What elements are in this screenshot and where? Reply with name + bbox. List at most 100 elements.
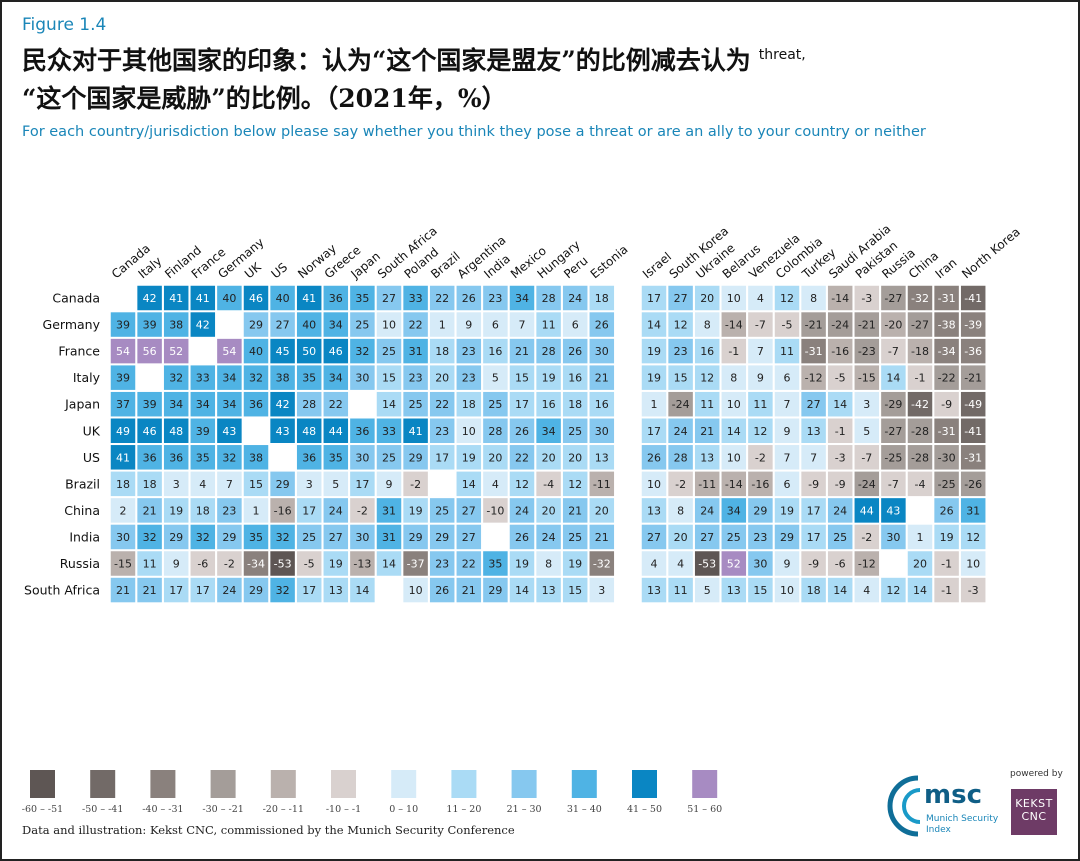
heatmap-cell: [721, 365, 747, 390]
cell-value: -3: [968, 584, 979, 597]
heatmap-cell: [323, 338, 349, 364]
cell-value: 5: [492, 372, 499, 385]
heatmap-cell: [536, 365, 561, 390]
heatmap-cell: [323, 498, 349, 523]
heatmap-cell: [694, 524, 720, 550]
cell-value: 25: [833, 531, 847, 544]
cell-value: 19: [515, 558, 529, 571]
cell-value: 31: [382, 531, 396, 544]
cell-value: 25: [435, 504, 449, 517]
cell-value: -26: [964, 478, 982, 491]
heatmap-cell: [350, 471, 375, 497]
cell-value: 24: [542, 531, 556, 544]
cell-value: 11: [700, 398, 714, 411]
cell-value: 21: [116, 584, 130, 597]
cell-value: -31: [805, 345, 823, 358]
cell-value: 32: [196, 531, 210, 544]
heatmap-cell: [589, 418, 615, 443]
heatmap-cell: [217, 285, 242, 311]
heatmap-cell: [589, 551, 615, 576]
cell-value: 27: [674, 292, 688, 305]
heatmap-cell: [376, 418, 402, 443]
cell-value: 25: [355, 319, 369, 332]
heatmap-cell: [403, 577, 428, 603]
heatmap-cell: [163, 312, 189, 337]
heatmap-cell: [589, 338, 615, 364]
heatmap-cell: [854, 365, 880, 390]
legend-label: -10 – -1: [326, 804, 361, 815]
heatmap-cell: [827, 285, 853, 311]
cell-value: 20: [542, 451, 556, 464]
cell-value: 11: [542, 319, 556, 332]
heatmap-cell: [774, 445, 800, 470]
heatmap-cell: [827, 312, 853, 337]
cell-value: 22: [435, 292, 449, 305]
cell-value: 17: [515, 398, 529, 411]
heatmap-cell: [668, 418, 693, 443]
heatmap-cell: [429, 445, 455, 470]
powered-by: powered by: [1010, 769, 1063, 779]
heatmap-cell: [907, 365, 933, 390]
cell-value: 19: [647, 372, 661, 385]
cell-value: 25: [409, 398, 423, 411]
heatmap-cell: [774, 551, 800, 576]
heatmap-cell: [429, 498, 455, 523]
heatmap-cell: [854, 498, 880, 523]
heatmap-cell: [483, 391, 508, 417]
heatmap-cell: [721, 312, 747, 337]
cell-value: 41: [116, 451, 130, 464]
cell-value: 46: [249, 292, 263, 305]
heatmap-cell: [562, 524, 588, 550]
cell-value: 42: [276, 398, 290, 411]
cell-value: 27: [647, 531, 661, 544]
heatmap-cell: [960, 524, 986, 550]
cell-value: 28: [542, 292, 556, 305]
cell-value: 41: [302, 292, 316, 305]
cell-value: 8: [730, 372, 737, 385]
heatmap-cell: [721, 445, 747, 470]
cell-value: 7: [226, 478, 233, 491]
cell-value: 25: [382, 345, 396, 358]
heatmap-cell: [403, 551, 428, 576]
heatmap-cell: [641, 418, 667, 443]
heatmap-cell: [403, 391, 428, 417]
cell-value: 8: [810, 292, 817, 305]
heatmap-cell: [854, 551, 880, 576]
heatmap-cell: [641, 391, 667, 417]
cell-value: 30: [595, 345, 609, 358]
cell-value: 9: [386, 478, 393, 491]
heatmap-cell: [721, 551, 747, 576]
cell-value: -36: [964, 345, 982, 358]
cell-value: 41: [409, 425, 423, 438]
heatmap-cell: [456, 365, 482, 390]
heatmap-cell: [350, 418, 375, 443]
heatmap-cell: [934, 312, 959, 337]
legend-label: -50 – -41: [82, 804, 123, 815]
cell-value: 54: [116, 345, 130, 358]
heatmap-cell: [376, 445, 402, 470]
heatmap-cell: [163, 338, 189, 364]
cell-value: 17: [302, 504, 316, 517]
cell-value: -28: [911, 451, 929, 464]
heatmap-cell: [270, 285, 295, 311]
heatmap-cell: [483, 551, 508, 576]
cell-value: 25: [568, 425, 582, 438]
cell-value: 23: [753, 531, 767, 544]
heatmap-cell: [641, 524, 667, 550]
cell-value: 4: [757, 292, 764, 305]
cell-value: -21: [805, 319, 823, 332]
cell-value: 25: [382, 451, 396, 464]
heatmap-cell: [589, 445, 615, 470]
heatmap-cell: [270, 338, 295, 364]
heatmap-cell: [323, 551, 349, 576]
heatmap-cell: [190, 391, 216, 417]
heatmap-cell: [562, 285, 588, 311]
heatmap-cell: [694, 418, 720, 443]
heatmap-cell: [827, 391, 853, 417]
cell-value: 20: [674, 531, 688, 544]
heatmap-cell: [748, 445, 773, 470]
heatmap-cell: [323, 577, 349, 603]
cell-value: -31: [938, 292, 956, 305]
cell-value: -39: [964, 319, 982, 332]
